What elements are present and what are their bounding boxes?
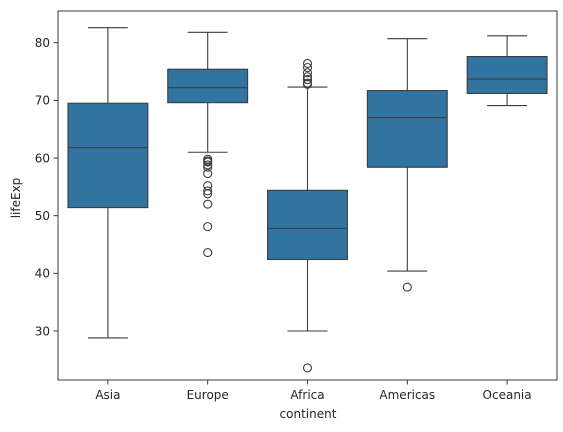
box-group-africa <box>267 58 348 373</box>
axes-frame <box>57 10 558 381</box>
x-tick-label: Africa <box>290 388 324 402</box>
outlier-point <box>203 199 213 209</box>
outlier-point <box>302 75 313 85</box>
outlier-point <box>203 169 213 179</box>
box-group-oceania <box>466 35 548 107</box>
y-tick-label: 60 <box>35 151 50 165</box>
y-tick-label: 30 <box>35 324 50 338</box>
box <box>167 68 249 104</box>
x-tick-label: Europe <box>187 388 229 402</box>
axes: Asia Europe Africa Americas Oceania 30 40 50 60 7… <box>35 10 558 402</box>
outlier-point <box>302 68 313 78</box>
y-tick-label: 70 <box>35 94 50 108</box>
x-tick-label: Americas <box>379 388 435 402</box>
outlier-point <box>203 186 213 196</box>
outlier-point <box>203 248 213 258</box>
y-tick-label: 50 <box>35 209 50 223</box>
y-tick-label: 80 <box>35 36 50 50</box>
box <box>366 90 448 168</box>
outlier-point <box>302 62 313 73</box>
box-group-europe <box>167 31 249 258</box>
outlier-point <box>402 282 412 292</box>
box <box>466 55 548 94</box>
box <box>67 102 149 209</box>
y-tick-label: 40 <box>35 267 50 281</box>
x-axis-label: continent <box>280 407 337 421</box>
outlier-point <box>302 363 313 373</box>
outlier-point <box>302 79 313 89</box>
y-axis-label: lifeExp <box>9 178 23 219</box>
outlier-point <box>203 157 213 167</box>
outlier-point <box>203 162 213 172</box>
box <box>267 189 348 261</box>
outlier-point <box>302 58 313 69</box>
x-tick-label: Asia <box>95 388 120 402</box>
outlier-point <box>203 160 213 170</box>
x-tick-label: Oceania <box>483 388 532 402</box>
box-group-asia <box>67 27 149 339</box>
plot-area <box>67 27 548 373</box>
outlier-point <box>203 222 213 232</box>
outlier-point <box>203 189 213 199</box>
box-group-americas <box>366 38 448 292</box>
